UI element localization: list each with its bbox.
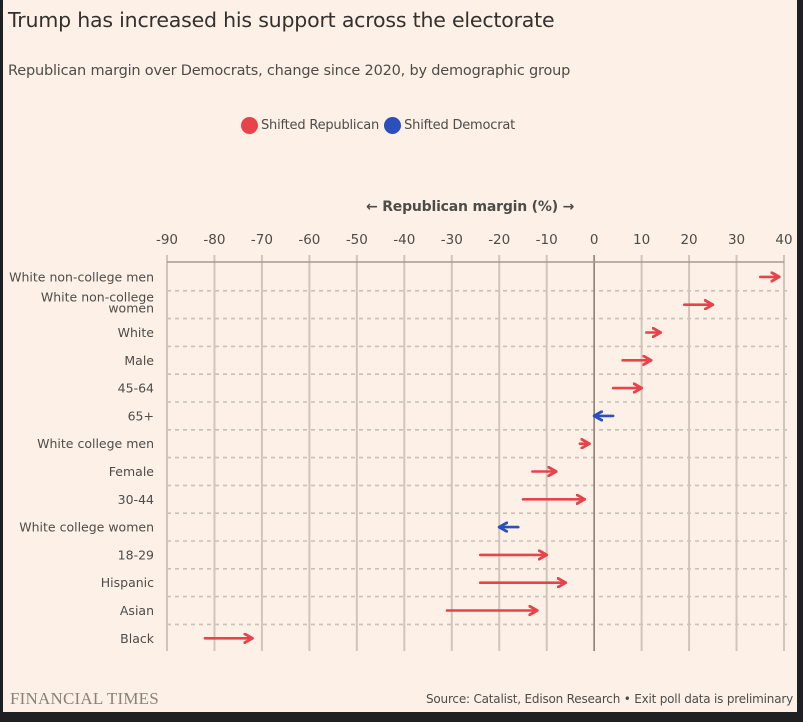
x-tick-label: -10 [536,232,558,248]
category-label: White [118,325,155,340]
chart-title: Trump has increased his support across t… [8,8,555,32]
source-note: Source: Catalist, Edison Research • Exit… [426,692,793,706]
legend: Shifted Republican Shifted Democrat [241,117,520,134]
legend-item-democrat: Shifted Democrat [384,117,515,134]
x-tick-label: -20 [488,232,510,248]
category-label: Asian [120,603,154,618]
x-tick-label: -70 [251,232,273,248]
x-tick-label: 30 [728,232,745,248]
category-label-line: White non-college [41,290,154,305]
category-label-line: women [108,301,154,316]
x-axis-title: ← Republican margin (%) → [366,199,575,215]
category-label: 65+ [128,408,154,423]
ft-logo: FINANCIAL TIMES [10,689,159,708]
x-tick-label: -80 [203,232,225,248]
x-tick-label: 0 [590,232,599,248]
category-label: 18-29 [118,547,154,562]
x-tick-label: 10 [633,232,650,248]
category-label: Female [109,464,155,479]
category-label: White college women [19,520,154,535]
category-label: Hispanic [101,575,154,590]
x-tick-label: -30 [441,232,463,248]
category-label: White non-college women [41,290,154,316]
category-label: Male [124,353,154,368]
legend-label-democrat: Shifted Democrat [404,118,516,133]
legend-item-republican: Shifted Republican [241,117,379,134]
category-label: 30-44 [118,492,154,507]
legend-swatch-democrat [384,117,402,134]
category-label: White college men [37,436,154,451]
chart-subtitle: Republican margin over Democrats, change… [8,63,571,79]
legend-label-republican: Shifted Republican [261,118,380,133]
legend-swatch-republican [241,117,258,134]
x-tick-label: -90 [156,232,178,248]
x-tick-label: 20 [680,232,697,248]
category-label: Black [120,631,155,646]
x-tick-label: 40 [775,232,792,248]
category-label: White non-college men [9,269,154,284]
x-tick-label: -50 [346,232,368,248]
x-tick-label: -60 [298,232,320,248]
x-tick-label: -40 [393,232,415,248]
category-label: 45-64 [118,381,154,396]
chart-panel [3,0,797,712]
